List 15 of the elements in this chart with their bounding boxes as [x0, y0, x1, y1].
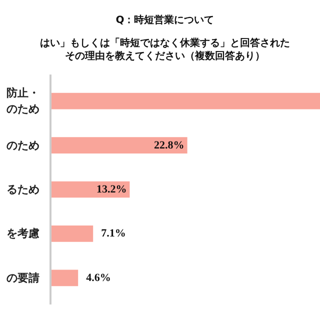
bar — [50, 225, 94, 242]
chart-title: Q：時短営業について — [114, 15, 216, 28]
data-label: 7.1% — [101, 228, 126, 240]
chart-subtitle: はい」もしくは「時短ではなく休業する」と回答されたその理由を教えてください（複数回答あり） — [39, 38, 291, 64]
data-label: 4.6% — [86, 272, 111, 284]
data-label: 22.8% — [154, 139, 184, 152]
y-tick-label: のため — [6, 138, 40, 152]
y-tick-label: るため — [6, 182, 40, 196]
y-tick-label: を考慮 — [6, 227, 40, 240]
bar — [50, 92, 320, 109]
bar — [50, 270, 78, 286]
data-label: 13.2% — [96, 183, 127, 196]
bar — [50, 136, 188, 154]
y-tick-label: 防止・のため — [6, 86, 40, 116]
y-tick-label: の要請 — [6, 271, 40, 284]
